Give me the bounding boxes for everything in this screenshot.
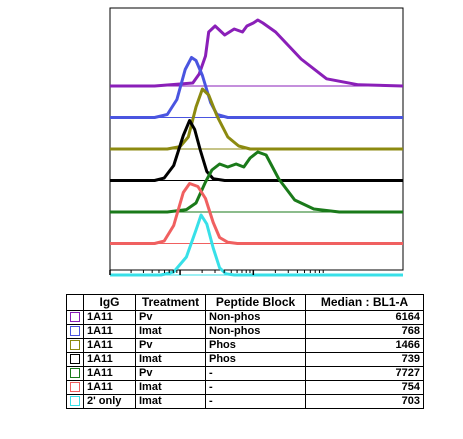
legend-swatch-cell (66, 324, 84, 339)
legend-color-swatch (70, 326, 80, 337)
legend-row: 1A11 Pv -7727 (66, 366, 424, 381)
legend-color-swatch (70, 340, 80, 351)
histogram-svg (109, 7, 404, 277)
series-curve-0 (110, 18, 404, 88)
legend-color-swatch (70, 354, 80, 365)
series-curve-6 (110, 213, 403, 277)
legend-swatch-cell (66, 394, 84, 409)
legend-swatch-cell (66, 380, 84, 395)
legend-cell-treatment: Pv (135, 338, 206, 353)
legend-color-swatch (70, 368, 80, 379)
legend-row: 1A11 Imat Non-phos 768 (66, 324, 424, 339)
legend-cell-igg: 1A11 (83, 380, 136, 395)
legend-cell-igg: 1A11 (83, 324, 136, 339)
legend-cell-median: 6164 (305, 310, 424, 325)
series-curve-5 (110, 182, 403, 245)
legend-swatch-cell (66, 366, 84, 381)
series-curve-3 (110, 119, 403, 182)
legend-cell-igg: 1A11 (83, 366, 136, 381)
legend-swatch-cell (66, 338, 84, 353)
legend-header-igg: IgG (83, 294, 136, 311)
legend-row: 1A11 Imat -754 (66, 380, 424, 395)
series-curve-4 (110, 150, 403, 214)
legend-cell-peptide-block: Non-phos (205, 324, 306, 339)
legend-swatch-cell (66, 310, 84, 325)
legend-row: 1A11 Pv Non-phos 6164 (66, 310, 424, 325)
legend-cell-treatment: Pv (135, 310, 206, 325)
legend-color-swatch (70, 396, 80, 407)
legend-color-swatch (70, 312, 80, 323)
legend-row: 2' only Imat -703 (66, 394, 424, 409)
legend-header-swatch (66, 294, 84, 311)
legend-cell-median: 768 (305, 324, 424, 339)
legend-header-peptide-block: Peptide Block (205, 294, 306, 311)
legend-table: IgG Treatment Peptide Block Median : BL1… (66, 294, 424, 409)
legend-header-treatment: Treatment (135, 294, 206, 311)
legend-cell-median: 1466 (305, 338, 424, 353)
legend-cell-median: 739 (305, 352, 424, 367)
legend-cell-peptide-block: - (205, 366, 306, 381)
legend-cell-treatment: Imat (135, 380, 206, 395)
legend-cell-peptide-block: Phos (205, 352, 306, 367)
series-curve-2 (110, 87, 403, 151)
legend-cell-median: 7727 (305, 366, 424, 381)
legend-cell-treatment: Imat (135, 394, 206, 409)
legend-cell-igg: 1A11 (83, 310, 136, 325)
legend-header-row: IgG Treatment Peptide Block Median : BL1… (66, 294, 424, 311)
legend-cell-peptide-block: Non-phos (205, 310, 306, 325)
legend-row: 1A11 Pv Phos 1466 (66, 338, 424, 353)
legend-cell-peptide-block: Phos (205, 338, 306, 353)
legend-cell-treatment: Pv (135, 366, 206, 381)
legend-cell-median: 703 (305, 394, 424, 409)
legend-cell-median: 754 (305, 380, 424, 395)
legend-cell-peptide-block: - (205, 394, 306, 409)
series-curve-1 (110, 56, 403, 119)
histogram-overlay-plot (109, 7, 404, 277)
legend-row: 1A11 Imat Phos 739 (66, 352, 424, 367)
legend-cell-treatment: Imat (135, 352, 206, 367)
legend-header-median: Median : BL1-A (305, 294, 424, 311)
legend-cell-treatment: Imat (135, 324, 206, 339)
legend-cell-igg: 1A11 (83, 338, 136, 353)
legend-cell-peptide-block: - (205, 380, 306, 395)
legend-color-swatch (70, 382, 80, 393)
legend-swatch-cell (66, 352, 84, 367)
legend-cell-igg: 2' only (83, 394, 136, 409)
plot-frame (109, 7, 404, 271)
legend-cell-igg: 1A11 (83, 352, 136, 367)
